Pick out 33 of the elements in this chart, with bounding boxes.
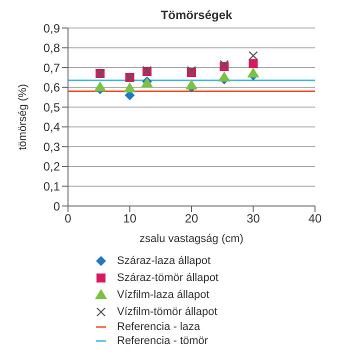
y-tick-label: 0,4 — [43, 120, 60, 134]
legend-label: Vízfilm-laza állapot — [117, 288, 210, 300]
point — [186, 66, 196, 76]
legend-label: Referencia - laza — [117, 321, 200, 333]
x-tick-label: 40 — [308, 212, 322, 226]
y-tick-label: 0,5 — [43, 100, 60, 114]
point — [247, 67, 260, 78]
x-tick-label: 10 — [123, 212, 137, 226]
x-tick-label: 30 — [246, 212, 260, 226]
point — [186, 79, 198, 90]
legend-label: Vízfilm-tömör állapot — [117, 306, 218, 318]
y-tick-label: 0,6 — [43, 80, 60, 95]
point — [248, 51, 258, 60]
x-tick-label: 20 — [184, 212, 198, 226]
point — [94, 81, 106, 92]
point — [248, 59, 258, 68]
y-tick-label: 0,7 — [43, 60, 60, 75]
y-tick-label: 0 — [53, 199, 60, 214]
y-tick-label: 0,9 — [43, 21, 60, 36]
y-axis-title: tömörség (%) — [16, 84, 29, 150]
point — [218, 71, 230, 82]
y-tick-label: 0,1 — [43, 179, 60, 194]
x-axis-title: zsalu vastagság (cm) — [140, 233, 244, 245]
chart-title: Tömörségek — [160, 8, 234, 22]
point — [220, 60, 229, 70]
y-tick-label: 0,2 — [43, 160, 60, 174]
point — [124, 82, 136, 92]
x-tick-label: 0 — [64, 212, 72, 226]
legend-label: Referencia - tömör — [117, 335, 208, 347]
y-tick-label: 0,8 — [43, 41, 60, 56]
y-tick-label: 0,3 — [43, 140, 60, 154]
legend-label: Száraz-tömör állapot — [117, 272, 218, 284]
legend-label: Száraz-laza állapot — [117, 254, 211, 266]
